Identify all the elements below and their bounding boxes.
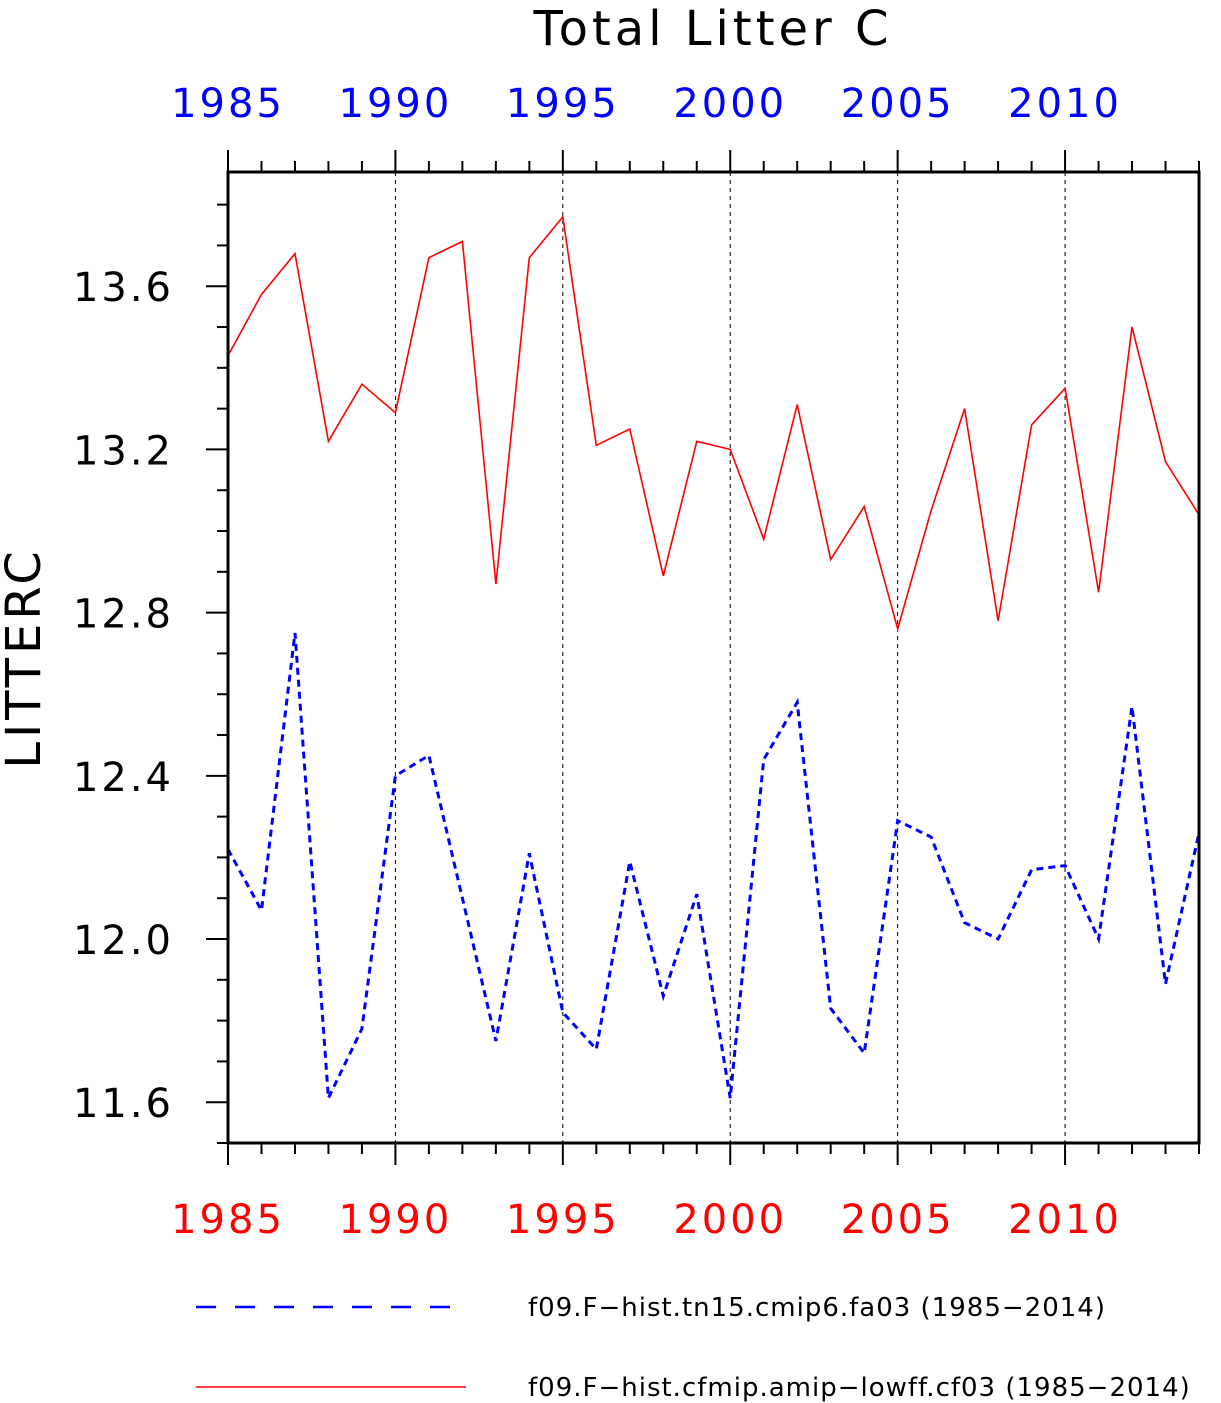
y-tick-label: 13.2: [73, 428, 174, 474]
grid-lines: [394, 172, 1066, 1143]
x-tick-label-top: 1990: [339, 81, 453, 127]
y-tick-label: 12.0: [73, 918, 174, 964]
legend-label-2: f09.F−hist.cfmip.amip−lowff.cf03 (1985−2…: [528, 1373, 1191, 1403]
x-tick-label-bottom: 1985: [171, 1197, 285, 1243]
series-line-1: [226, 632, 1201, 1104]
chart-title: Total Litter C: [532, 1, 892, 57]
series-layer: [226, 214, 1201, 1104]
legend: f09.F−hist.tn15.cmip6.fa03 (1985−2014) f0…: [196, 1293, 1191, 1403]
y-tick-label: 12.4: [73, 755, 174, 801]
y-axis-label: LITTERC: [0, 547, 52, 769]
legend-label-1: f09.F−hist.tn15.cmip6.fa03 (1985−2014): [528, 1293, 1106, 1323]
y-tick-label: 12.8: [73, 592, 174, 638]
x-tick-label-top: 2000: [673, 81, 787, 127]
x-tick-label-top: 1985: [171, 81, 285, 127]
x-tick-label-top: 2005: [841, 81, 955, 127]
axis-tick-labels: 1985 1985 1990 1990 1995 1995 2000 2000 2005 2005…: [73, 81, 1122, 1243]
y-tick-label: 11.6: [73, 1081, 174, 1127]
x-tick-label-bottom: 2000: [673, 1197, 787, 1243]
x-tick-label-bottom: 1990: [339, 1197, 453, 1243]
x-tick-label-top: 1995: [506, 81, 620, 127]
x-tick-label-bottom: 1995: [506, 1197, 620, 1243]
x-tick-label-top: 2010: [1008, 81, 1122, 127]
x-tick-label-bottom: 2010: [1008, 1197, 1122, 1243]
series-line-2: [227, 214, 1200, 632]
axis-ticks: [206, 150, 1200, 1165]
y-tick-label: 13.6: [73, 265, 174, 311]
plot-frame: [226, 170, 1201, 1145]
x-tick-label-bottom: 2005: [841, 1197, 955, 1243]
